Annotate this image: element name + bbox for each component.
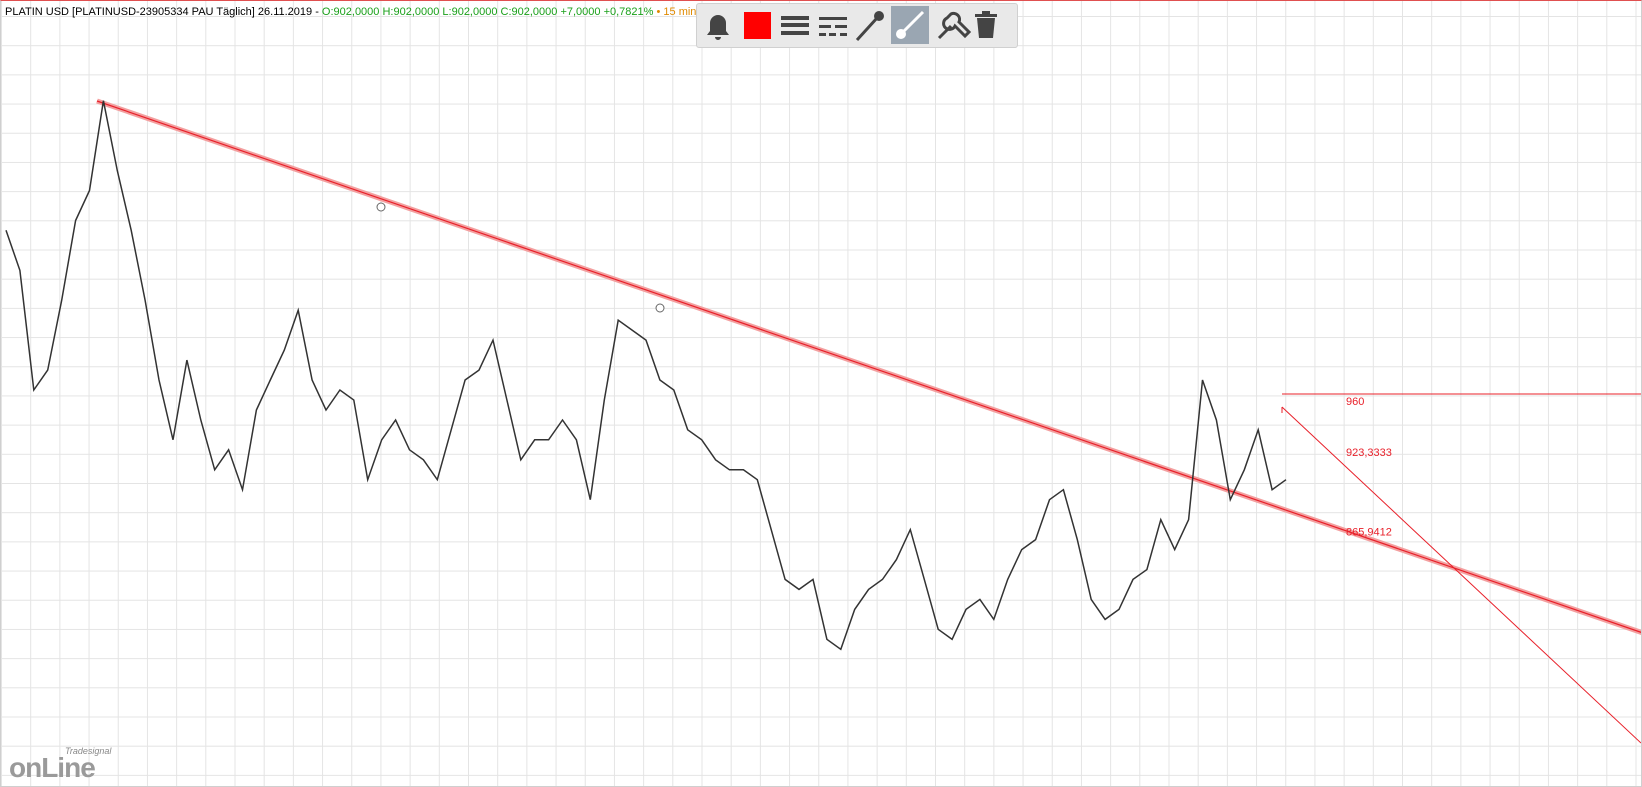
price-line [5, 100, 1287, 651]
instrument: PLATIN USD [PLATINUSD-23905334 PAU Tägli… [5, 6, 319, 18]
extend-right-icon [896, 10, 925, 39]
header: PLATIN USD [PLATINUSD-23905334 PAU Tägli… [5, 6, 706, 18]
extend-left-icon[interactable] [855, 11, 884, 42]
trendline-handle[interactable] [655, 303, 665, 313]
trendline-main-core [96, 100, 1641, 633]
quote: O:902,0000 H:902,0000 L:902,0000 C:902,0… [321, 6, 654, 18]
trendline-handle[interactable] [376, 202, 386, 212]
alert-icon[interactable] [707, 15, 729, 40]
line-style-icon[interactable] [819, 17, 847, 36]
trendlines [96, 98, 1641, 744]
logo-brand: Tradesignal [65, 746, 112, 756]
color-icon[interactable] [744, 12, 771, 39]
delay: • 15 min d [656, 6, 706, 18]
level-label: 865,9412 [1346, 527, 1392, 539]
toolbar-icons [707, 6, 997, 44]
delete-icon[interactable] [975, 11, 997, 38]
level-label: 960 [1346, 396, 1364, 408]
line-width-icon[interactable] [781, 16, 809, 35]
logo-product: onLine [9, 752, 96, 783]
settings-icon[interactable] [937, 11, 972, 40]
level-label: 923,3333 [1346, 447, 1392, 459]
toolbar [696, 3, 1018, 48]
trendline-fan[interactable] [1281, 406, 1641, 744]
